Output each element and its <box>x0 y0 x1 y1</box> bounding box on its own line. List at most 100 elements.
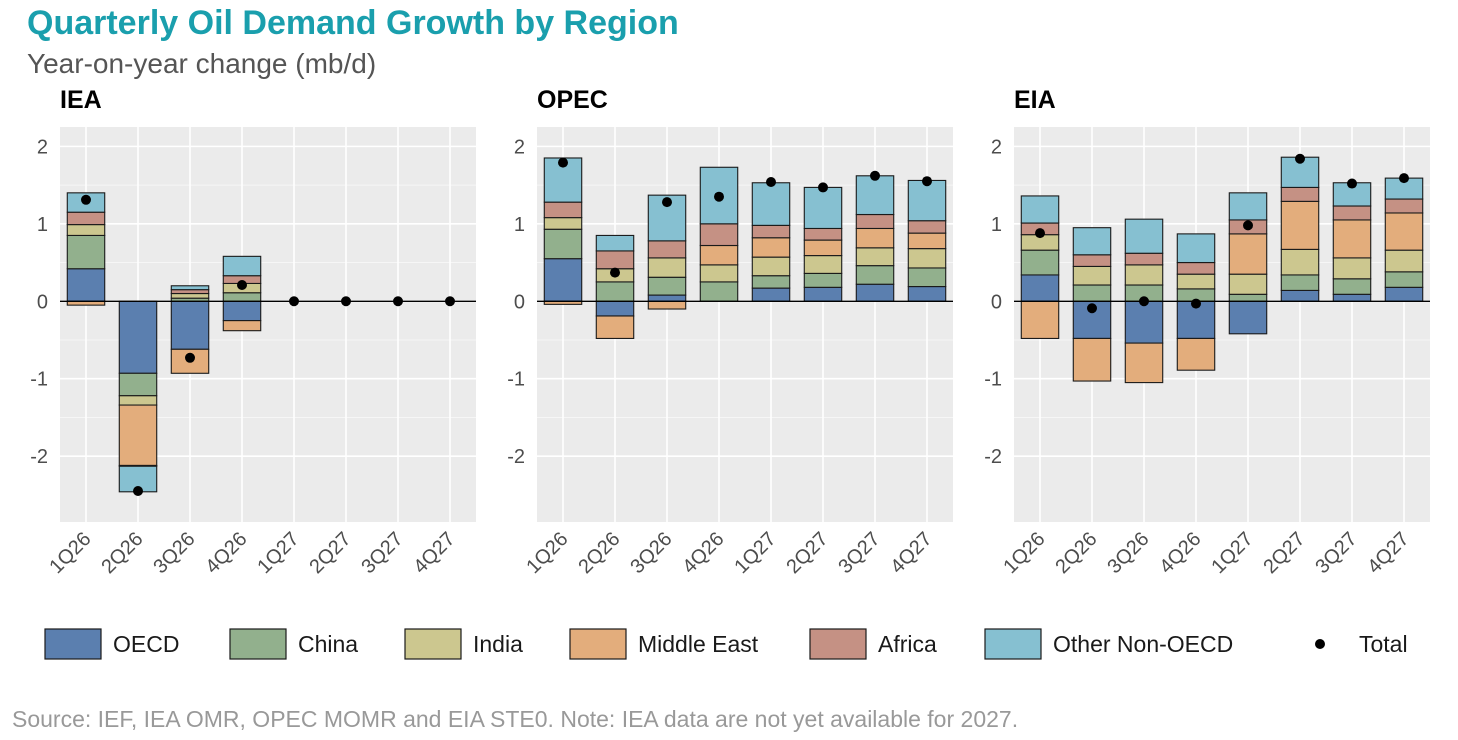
bar-opec-4q26-china <box>699 281 739 302</box>
y-tick-label: 2 <box>514 136 525 158</box>
bar-opec-1q26-india <box>543 217 583 230</box>
total-point-eia-3q26 <box>1139 296 1149 307</box>
y-tick-label: 0 <box>514 291 525 313</box>
bar-opec-3q27-india <box>855 247 895 267</box>
y-tick-label: 0 <box>37 291 48 313</box>
x-tick-label: 3Q26 <box>1103 528 1153 578</box>
y-tick-label: 1 <box>514 214 525 236</box>
total-point-eia-4q27 <box>1399 173 1409 184</box>
bar-opec-3q27-middle-east <box>855 227 895 249</box>
bar-opec-3q26-africa <box>647 240 687 259</box>
bar-iea-2q26-china <box>118 372 158 397</box>
bar-iea-4q26-oecd <box>222 300 262 322</box>
bar-eia-4q27-africa <box>1384 198 1424 214</box>
bar-eia-4q26-africa <box>1176 261 1216 275</box>
total-point-opec-4q26 <box>714 191 724 202</box>
total-point-iea-4q26 <box>237 280 247 290</box>
bar-iea-1q26-china <box>66 234 106 270</box>
bar-eia-4q26-other-non-oecd <box>1176 233 1216 264</box>
bar-opec-4q27-china <box>907 267 947 288</box>
x-tick-label: 2Q26 <box>1051 528 1101 578</box>
bar-opec-2q27-africa <box>803 227 843 241</box>
total-point-iea-2q27 <box>341 296 351 307</box>
bar-opec-4q27-africa <box>907 220 947 234</box>
bar-iea-3q26-other-non-oecd <box>170 285 210 291</box>
bar-eia-1q26-middle-east <box>1020 300 1060 339</box>
bar-opec-1q27-other-non-oecd <box>751 182 791 226</box>
bar-opec-1q27-oecd <box>751 287 791 302</box>
total-point-opec-2q27 <box>818 182 828 193</box>
bar-iea-1q26-oecd <box>66 268 106 302</box>
bar-eia-2q27-africa <box>1280 186 1320 202</box>
y-tick-label: -2 <box>507 446 525 468</box>
bar-opec-1q27-africa <box>751 224 791 239</box>
bar-eia-2q26-other-non-oecd <box>1072 227 1112 256</box>
bar-eia-2q27-middle-east <box>1280 200 1320 250</box>
bar-iea-4q26-middle-east <box>222 320 262 332</box>
x-tick-label: 1Q27 <box>1207 528 1257 578</box>
bar-opec-2q27-oecd <box>803 286 843 302</box>
bar-opec-4q27-oecd <box>907 285 947 302</box>
total-point-iea-1q26 <box>81 194 91 205</box>
bar-opec-3q27-africa <box>855 213 895 230</box>
bar-eia-4q26-middle-east <box>1176 337 1216 371</box>
bar-opec-3q27-other-non-oecd <box>855 175 895 216</box>
bar-opec-1q26-africa <box>543 201 583 219</box>
x-tick-label: 4Q26 <box>201 528 251 578</box>
y-tick-label: 2 <box>991 136 1002 158</box>
total-point-iea-4q27 <box>445 296 455 307</box>
legend-label-africa: Africa <box>878 631 937 657</box>
y-tick-label: 2 <box>37 136 48 158</box>
legend-swatch-total <box>1315 639 1325 649</box>
legend-label-total: Total <box>1359 631 1408 657</box>
bar-iea-4q26-other-non-oecd <box>222 255 262 277</box>
bar-eia-1q26-other-non-oecd <box>1020 195 1060 224</box>
bar-opec-2q26-middle-east <box>595 315 635 339</box>
bar-eia-3q26-middle-east <box>1124 342 1164 384</box>
total-point-opec-1q26 <box>558 157 568 168</box>
bar-opec-4q27-middle-east <box>907 232 947 250</box>
bar-eia-3q27-oecd <box>1332 293 1372 302</box>
bar-eia-2q26-india <box>1072 265 1112 286</box>
legend-label-other-non-oecd: Other Non-OECD <box>1053 631 1233 657</box>
bar-opec-3q26-china <box>647 276 687 296</box>
x-tick-label: 3Q26 <box>626 528 676 578</box>
x-tick-label: 4Q26 <box>1155 528 1205 578</box>
bar-eia-2q26-middle-east <box>1072 337 1112 382</box>
bar-opec-3q26-oecd <box>647 294 687 302</box>
total-point-eia-2q27 <box>1295 153 1305 164</box>
bar-iea-2q26-oecd <box>118 300 158 374</box>
legend-swatch-india <box>404 628 462 660</box>
x-tick-label: 2Q26 <box>574 528 624 578</box>
bar-opec-2q26-china <box>595 281 635 302</box>
legend-swatch-other-non-oecd <box>984 628 1042 660</box>
bar-iea-1q26-africa <box>66 211 106 226</box>
bar-iea-2q26-middle-east <box>118 404 158 467</box>
x-tick-label: 2Q27 <box>305 528 355 578</box>
total-point-iea-2q26 <box>133 486 143 497</box>
bar-opec-4q27-india <box>907 248 947 269</box>
x-tick-label: 2Q27 <box>1259 528 1309 578</box>
bar-eia-4q26-india <box>1176 273 1216 290</box>
bar-eia-3q26-africa <box>1124 252 1164 266</box>
total-point-opec-2q26 <box>610 267 620 278</box>
bar-iea-4q26-china <box>222 292 262 302</box>
x-tick-label: 1Q27 <box>730 528 780 578</box>
bar-iea-1q26-india <box>66 224 106 236</box>
total-point-iea-1q27 <box>289 296 299 307</box>
total-point-eia-4q26 <box>1191 298 1201 309</box>
x-tick-label: 1Q26 <box>45 528 95 578</box>
y-tick-label: 1 <box>991 214 1002 236</box>
y-tick-label: 1 <box>37 214 48 236</box>
bar-iea-2q26-india <box>118 395 158 406</box>
x-tick-label: 2Q27 <box>782 528 832 578</box>
bar-eia-1q27-middle-east <box>1228 233 1268 275</box>
bar-eia-1q27-china <box>1228 293 1268 302</box>
total-point-eia-1q27 <box>1243 220 1253 231</box>
bar-opec-2q27-other-non-oecd <box>803 186 843 230</box>
y-tick-label: -1 <box>30 369 48 391</box>
bar-opec-2q26-other-non-oecd <box>595 234 635 252</box>
bar-eia-1q27-other-non-oecd <box>1228 192 1268 221</box>
bar-eia-3q26-india <box>1124 264 1164 286</box>
